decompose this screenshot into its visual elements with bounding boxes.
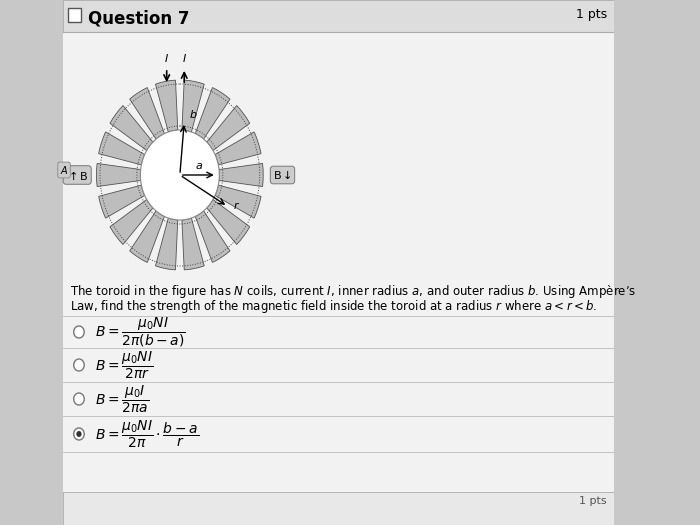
Bar [63,0,614,32]
Wedge shape [195,88,230,139]
Text: $B = \dfrac{\mu_0 NI}{2\pi} \cdot \dfrac{b-a}{r}$: $B = \dfrac{\mu_0 NI}{2\pi} \cdot \dfrac… [94,418,199,450]
Text: $B = \dfrac{\mu_0 I}{2\pi a}$: $B = \dfrac{\mu_0 I}{2\pi a}$ [94,383,149,415]
Circle shape [141,130,219,220]
Wedge shape [206,200,250,245]
Wedge shape [215,132,261,165]
Wedge shape [130,211,164,262]
Wedge shape [99,185,145,218]
Text: $a$: $a$ [195,161,203,171]
Bar [69,8,81,22]
Wedge shape [182,80,204,132]
Circle shape [74,393,84,405]
Circle shape [76,431,82,437]
Wedge shape [130,88,164,139]
Wedge shape [110,200,153,245]
Text: $I$: $I$ [164,52,169,64]
Text: Question 7: Question 7 [88,9,189,27]
Circle shape [74,359,84,371]
Text: $r$: $r$ [233,200,240,211]
Text: $I$: $I$ [182,52,187,64]
Wedge shape [155,80,178,132]
Wedge shape [219,163,263,186]
Text: $\uparrow$B: $\uparrow$B [66,169,88,182]
Bar [63,0,614,525]
Text: 1 pts: 1 pts [580,496,607,506]
Wedge shape [182,218,204,270]
Text: The toroid in the figure has $N$ coils, current $I$, inner radius $a$, and outer: The toroid in the figure has $N$ coils, … [70,283,636,300]
Wedge shape [206,106,250,151]
Text: $B = \dfrac{\mu_0 NI}{2\pi r}$: $B = \dfrac{\mu_0 NI}{2\pi r}$ [94,349,153,381]
Bar [63,32,614,492]
Circle shape [74,428,84,440]
Text: B$\downarrow$: B$\downarrow$ [273,169,292,181]
Text: $B = \dfrac{\mu_0 NI}{2\pi(b-a)}$: $B = \dfrac{\mu_0 NI}{2\pi(b-a)}$ [94,316,186,349]
Text: 1 pts: 1 pts [576,8,607,21]
Wedge shape [155,218,178,270]
Text: $A$: $A$ [60,164,69,176]
Wedge shape [97,163,141,186]
Wedge shape [215,185,261,218]
Wedge shape [195,211,230,262]
Text: $b$: $b$ [188,108,197,120]
Wedge shape [99,132,145,165]
Wedge shape [110,106,153,151]
Circle shape [74,326,84,338]
Text: Law, find the strength of the magnetic field inside the toroid at a radius $r$ w: Law, find the strength of the magnetic f… [70,298,597,315]
